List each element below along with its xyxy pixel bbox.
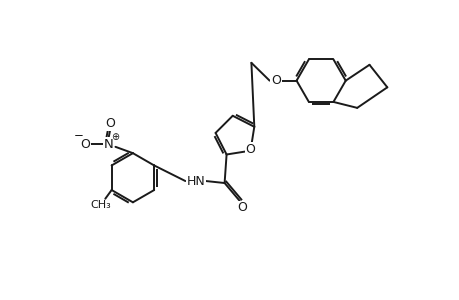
Text: O: O	[80, 138, 90, 151]
Text: O: O	[270, 74, 280, 87]
Text: HN: HN	[186, 175, 205, 188]
Text: O: O	[245, 143, 255, 156]
Text: N: N	[103, 138, 113, 151]
Text: O: O	[237, 202, 247, 214]
Text: CH₃: CH₃	[90, 200, 111, 210]
Text: −: −	[73, 129, 84, 142]
Text: ⊕: ⊕	[111, 132, 119, 142]
Text: O: O	[105, 117, 115, 130]
